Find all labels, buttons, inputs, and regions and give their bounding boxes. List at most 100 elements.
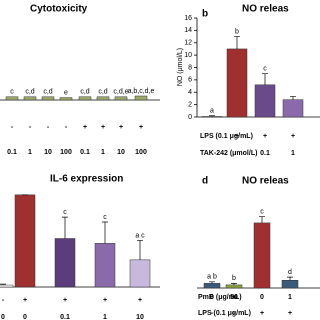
row-value: + [263,133,267,140]
row-value: + [23,297,27,304]
row-value: - [29,124,32,131]
error-bar [62,216,68,239]
row-value: 10 [44,149,52,156]
row-value: 0 [23,314,27,320]
bar [129,259,151,288]
significance-letter: a [210,108,214,115]
row-value: 100 [135,149,147,156]
bar [94,243,116,288]
row-value: 0.1 [60,314,70,320]
significance-letter: c,d [25,89,34,96]
bar [59,97,73,101]
row-value: - [211,310,214,317]
error-bar [234,36,240,49]
significance-letter: c [263,66,267,73]
row-value: 0.1 [7,149,17,156]
bar [254,84,276,118]
chart-title: IL-6 expression [50,174,123,185]
row-value: - [2,297,5,304]
error-bar [137,240,143,260]
panel-label: b [202,9,208,20]
significance-letter: c,d [43,89,52,96]
bar [114,96,128,101]
row-value: + [101,124,105,131]
row-value: 0.1 [80,149,90,156]
bar [226,48,248,118]
significance-letter: c [63,209,67,216]
row-value: - [65,124,68,131]
significance-letter: b [232,275,236,282]
y-tick-label: 16 [184,15,192,22]
row-value: + [103,297,107,304]
error-bar [290,96,296,100]
error-bar [0,283,6,286]
significance-letter: c,d,e [113,89,128,96]
row-value: + [235,133,239,140]
significance-letter: a b [207,274,217,281]
y-tick-label: 2 [188,101,192,108]
row-value: 100 [60,149,72,156]
y-axis-label: NO (μmol/L) [177,48,184,86]
chart-title: NO releas [242,176,289,187]
row-label: TAK-242 (μmol/L) [200,150,257,157]
y-tick-label: 10 [184,52,192,59]
error-bar [262,73,268,85]
significance-letter: d [288,269,292,276]
row-value: + [83,124,87,131]
row-value: 0.1 [260,150,270,157]
row-value: 1 [288,294,292,301]
row-value: - [11,124,14,131]
row-label: LPS (0.1 μg/mL) [198,310,251,317]
significance-letter: a c [135,232,145,239]
significance-letter: c,d [98,89,107,96]
y-tick-label: 4 [188,89,192,96]
row-label: LPS (0.1 μg/mL) [200,133,253,140]
bar [225,284,243,289]
row-value: + [138,297,142,304]
panel-label: d [202,176,208,187]
error-bar [231,283,237,285]
row-value: + [260,310,264,317]
significance-letter: c [103,214,107,221]
bar [54,238,76,288]
significance-letter: c,d [80,89,89,96]
bar [78,96,92,101]
bar [5,96,19,101]
row-value: 50 [230,294,238,301]
row-value: + [63,297,67,304]
bar [96,96,110,101]
error-bar [102,221,108,244]
row-label: PmB (μg/mL) [198,294,242,301]
chart-title: NO releas [242,4,289,15]
significance-letter: c [260,209,264,216]
row-value: - [233,310,236,317]
error-bar [259,216,265,223]
row-value: - [47,124,50,131]
bar [14,194,36,288]
bar [281,280,299,289]
row-value: + [139,124,143,131]
row-value: 0 [260,294,264,301]
y-tick-label: 14 [184,27,192,34]
bar [134,95,148,101]
bar [0,284,14,288]
y-tick-label: 8 [188,64,192,71]
row-value: 1 [291,150,295,157]
significance-letter: a,b,c,d,e [128,88,155,95]
row-value: 1 [28,149,32,156]
row-value: + [291,133,295,140]
row-value: + [119,124,123,131]
y-tick-label: 12 [184,40,192,47]
bar [41,96,55,101]
significance-letter: c [10,89,14,96]
row-value: 10 [136,314,144,320]
row-value: + [288,310,292,317]
significance-letter: e [64,89,68,96]
bar [203,283,221,289]
error-bar [287,276,293,281]
error-bar [209,115,215,117]
y-tick-label: 6 [188,77,192,84]
significance-letter: b [235,28,239,35]
bar [201,116,223,118]
